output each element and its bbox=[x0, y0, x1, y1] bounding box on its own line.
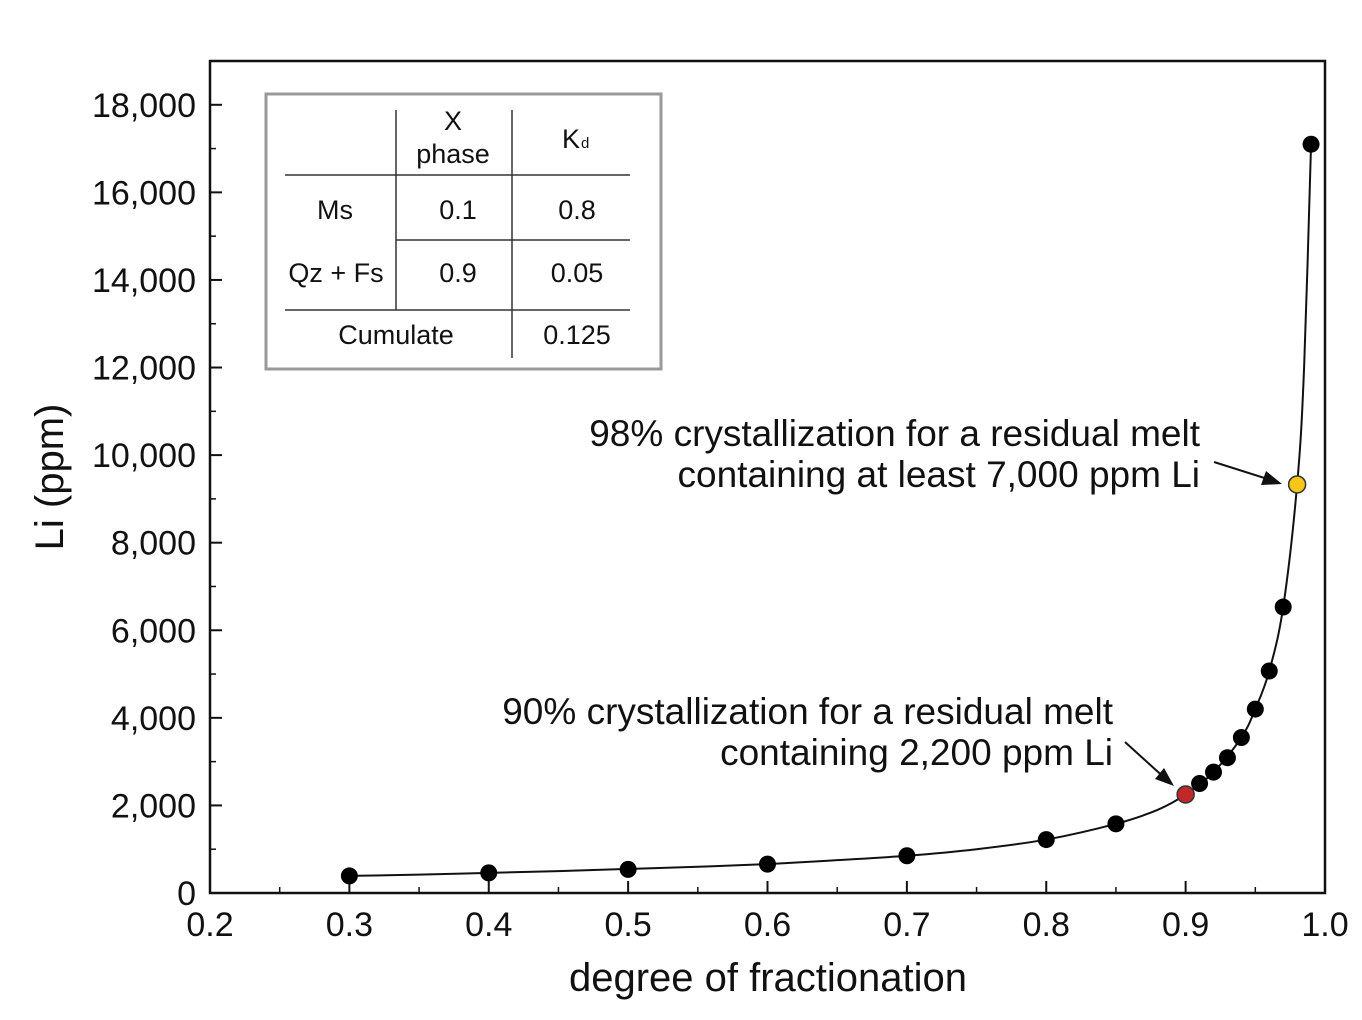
highlight-points bbox=[1176, 475, 1307, 804]
annotation-98: 98% crystallization for a residual melt … bbox=[589, 413, 1282, 495]
x-axis: 0.2 0.3 0.4 0.5 0.6 0.7 0.8 0.9 1.0 bbox=[186, 881, 1349, 944]
table-header-kd: K bbox=[562, 124, 580, 154]
x-tick-label: 0.3 bbox=[326, 906, 373, 944]
data-point bbox=[480, 864, 498, 882]
x-tick-label: 0.5 bbox=[604, 906, 651, 944]
x-axis-title: degree of fractionation bbox=[569, 956, 967, 1000]
y-axis-title: Li (ppm) bbox=[28, 404, 72, 551]
y-tick-label: 4,000 bbox=[111, 700, 196, 738]
x-tick-label: 0.4 bbox=[465, 906, 512, 944]
y-tick-label: 10,000 bbox=[92, 437, 196, 475]
x-tick-label: 0.8 bbox=[1023, 906, 1070, 944]
data-point bbox=[1232, 729, 1250, 747]
inset-table: X phase K d Ms 0.1 0.8 Qz + Fs 0.9 0.05 … bbox=[264, 92, 663, 371]
table-row-qzfs-phase: Qz + Fs bbox=[288, 258, 383, 288]
annotation-90-line-1: 90% crystallization for a residual melt bbox=[502, 691, 1113, 732]
data-point bbox=[1191, 775, 1209, 793]
data-point bbox=[1302, 135, 1320, 153]
highlight-point bbox=[1176, 785, 1195, 804]
highlight-point bbox=[1287, 475, 1307, 494]
y-tick-label: 8,000 bbox=[111, 525, 196, 563]
x-tick-label: 0.6 bbox=[744, 906, 791, 944]
table-header-x: X bbox=[444, 106, 462, 136]
table-cumulate-label: Cumulate bbox=[338, 320, 454, 350]
y-tick-label: 16,000 bbox=[92, 174, 196, 212]
table-cumulate-kd: 0.125 bbox=[543, 320, 611, 350]
annotation-90-line-2: containing 2,200 ppm Li bbox=[720, 732, 1113, 773]
annotation-90: 90% crystallization for a residual melt … bbox=[502, 691, 1174, 786]
data-point bbox=[1260, 662, 1278, 680]
x-tick-label: 0.7 bbox=[883, 906, 930, 944]
table-row-ms-kd: 0.8 bbox=[558, 195, 596, 225]
table-row-ms-phase: Ms bbox=[317, 195, 353, 225]
annotation-98-line-2: containing at least 7,000 ppm Li bbox=[678, 454, 1200, 495]
data-point bbox=[898, 847, 916, 865]
annotation-90-arrowhead bbox=[1155, 768, 1174, 786]
y-axis: 0 2,000 4,000 6,000 8,000 10,000 12,000 14,000 1… bbox=[92, 60, 222, 913]
table-header-kd-subscript: d bbox=[581, 135, 589, 152]
y-tick-label: 0 bbox=[177, 875, 196, 913]
data-point bbox=[1037, 831, 1055, 849]
y-tick-label: 14,000 bbox=[92, 262, 196, 300]
data-point bbox=[1205, 763, 1222, 781]
y-tick-label: 18,000 bbox=[92, 87, 196, 125]
data-points bbox=[340, 135, 1320, 885]
data-point bbox=[1107, 815, 1125, 833]
y-tick-label: 2,000 bbox=[111, 787, 196, 825]
x-tick-label: 1.0 bbox=[1301, 906, 1348, 944]
x-tick-label: 0.9 bbox=[1162, 906, 1209, 944]
data-point bbox=[759, 855, 776, 873]
annotation-98-line-1: 98% crystallization for a residual melt bbox=[589, 413, 1200, 454]
annotation-98-arrowhead bbox=[1261, 471, 1282, 485]
data-point bbox=[1274, 598, 1292, 616]
data-point bbox=[619, 860, 637, 878]
table-row-qzfs-kd: 0.05 bbox=[551, 258, 604, 288]
inset-table-frame bbox=[264, 92, 663, 371]
table-row-ms-x: 0.1 bbox=[439, 195, 477, 225]
y-tick-label: 6,000 bbox=[111, 612, 196, 650]
y-tick-label: 12,000 bbox=[92, 350, 196, 388]
x-tick-label: 0.2 bbox=[186, 906, 233, 944]
data-point bbox=[1246, 700, 1264, 718]
table-header-phase: phase bbox=[416, 139, 490, 169]
model-curve bbox=[349, 144, 1313, 877]
table-row-qzfs-x: 0.9 bbox=[439, 258, 477, 288]
data-point bbox=[1218, 749, 1236, 767]
data-point bbox=[340, 867, 358, 885]
